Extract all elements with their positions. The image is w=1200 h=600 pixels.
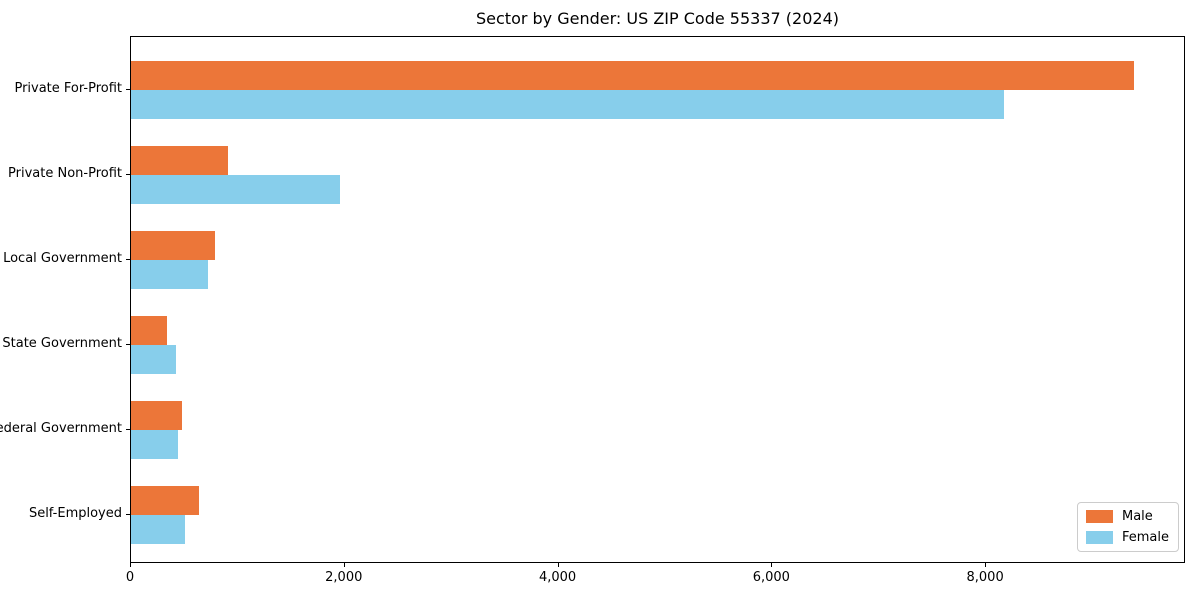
x-tick-mark [343, 563, 345, 567]
y-tick-mark [126, 173, 130, 175]
legend-label: Male [1121, 509, 1153, 524]
y-tick-label: State Government [2, 335, 122, 351]
legend-entry-female: Female [1085, 530, 1169, 545]
y-tick-label: Local Government [3, 250, 122, 266]
bar-female-3 [131, 259, 209, 289]
x-tick-label: 2,000 [325, 570, 363, 585]
bar-female-6 [131, 514, 185, 544]
bar-male-4 [131, 315, 168, 345]
y-tick-mark [126, 343, 130, 345]
legend: Male Female [1076, 502, 1179, 552]
x-tick-mark [985, 563, 987, 567]
y-tick-label: Private Non-Profit [8, 165, 122, 181]
bar-male-6 [131, 485, 200, 515]
x-tick-mark [771, 563, 773, 567]
y-tick-mark [126, 89, 130, 90]
x-tick-mark [557, 563, 559, 567]
bar-female-2 [131, 174, 341, 204]
bar-female-1 [131, 90, 1004, 119]
plot-area: Male Female [130, 36, 1185, 563]
x-tick-label: 0 [125, 570, 135, 585]
bar-female-4 [131, 344, 176, 374]
y-tick-label: Self-Employed [28, 505, 122, 521]
y-tick-mark [126, 258, 130, 260]
legend-entry-male: Male [1085, 509, 1169, 524]
x-tick-label: 8,000 [966, 570, 1004, 585]
bar-male-3 [131, 230, 215, 260]
bar-female-5 [131, 429, 178, 459]
legend-swatch-female [1085, 531, 1113, 544]
y-tick-label: Private For-Profit [14, 81, 122, 96]
bar-male-2 [131, 145, 228, 175]
y-tick-mark [126, 428, 130, 430]
x-tick-label: 4,000 [538, 570, 577, 585]
bar-male-1 [131, 61, 1134, 90]
x-tick-label: 6,000 [752, 570, 790, 585]
y-tick-label: Federal Government [0, 420, 122, 436]
y-tick-mark [126, 513, 130, 515]
chart-title: Sector by Gender: US ZIP Code 55337 (202… [476, 9, 839, 28]
x-tick-mark [130, 563, 131, 567]
legend-swatch-male [1085, 510, 1113, 523]
legend-label: Female [1121, 530, 1169, 545]
bar-male-5 [131, 400, 183, 430]
